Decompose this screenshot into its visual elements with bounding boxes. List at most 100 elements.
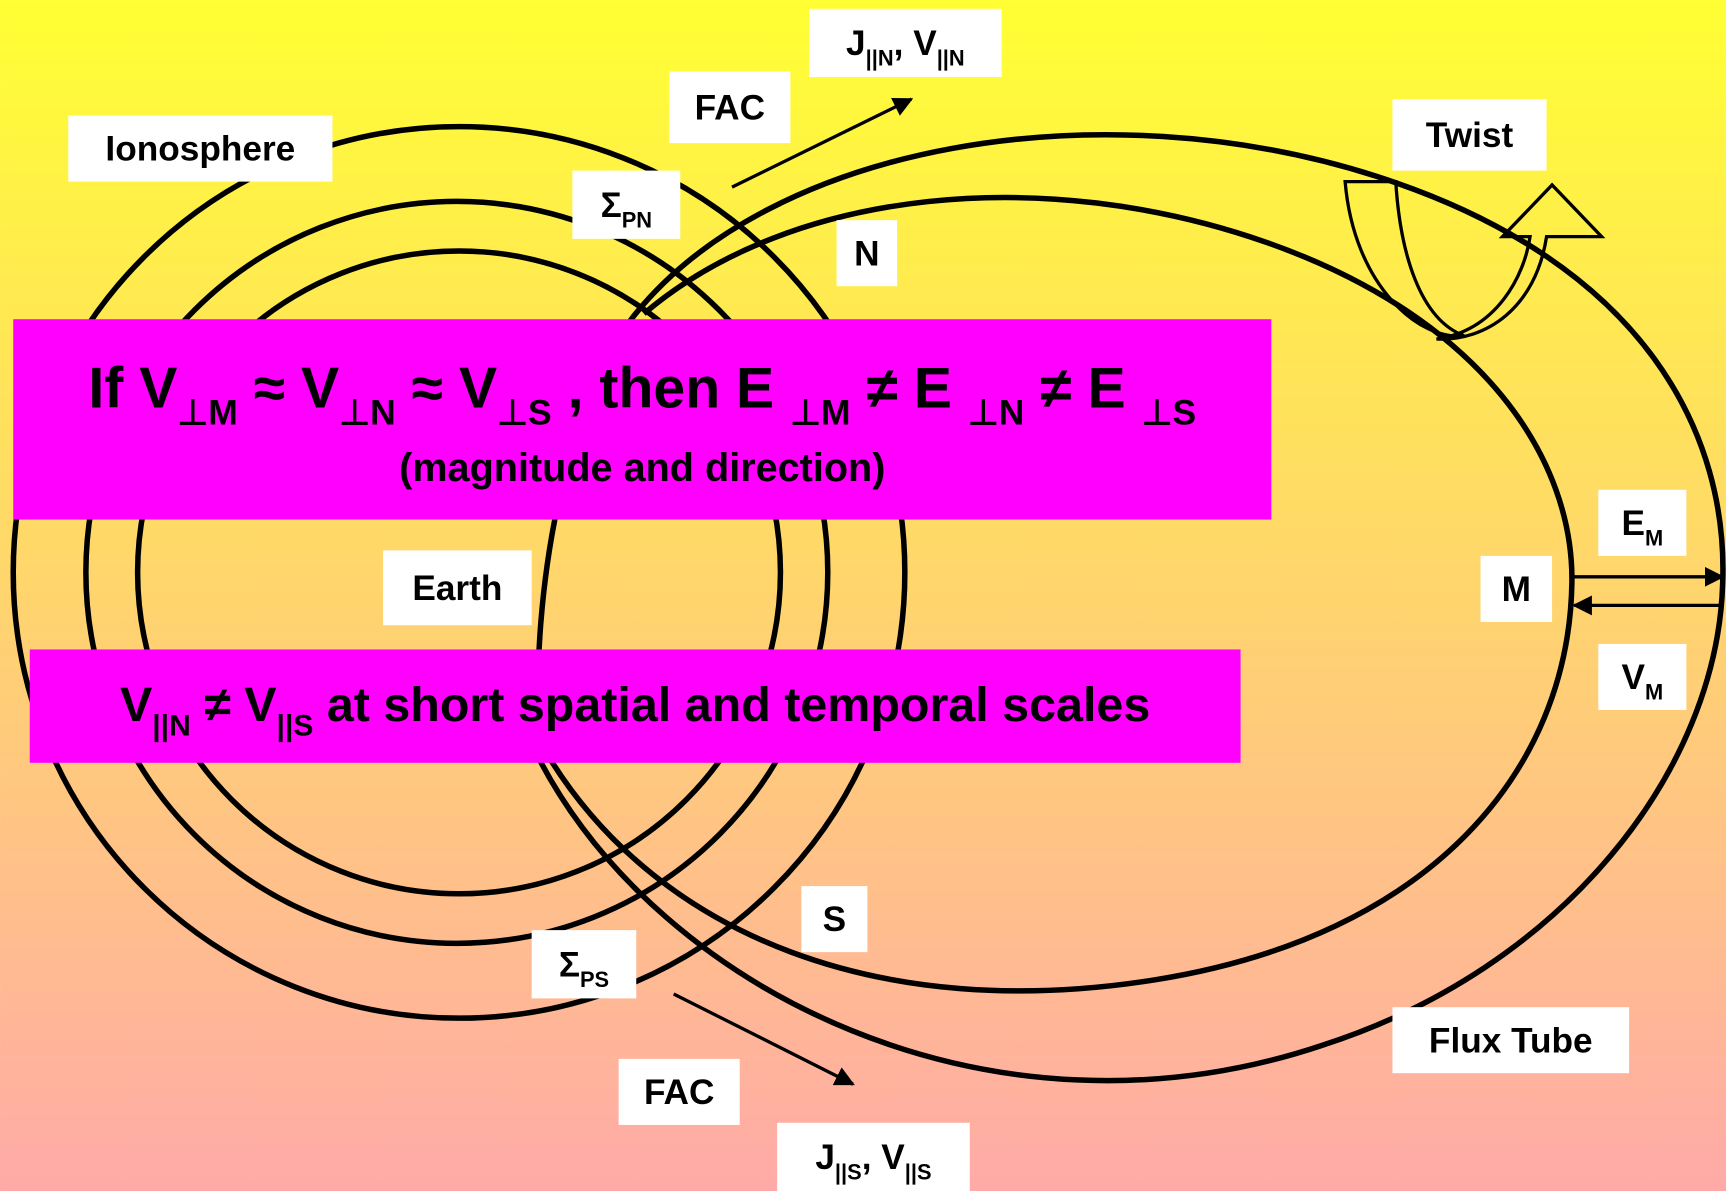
label: ΣPN — [572, 170, 681, 239]
subscript: M — [1645, 526, 1663, 551]
label-box — [1480, 555, 1553, 622]
label: Earth — [383, 550, 532, 626]
text-run: ≠ V — [191, 678, 277, 732]
label-box — [572, 170, 681, 239]
text-run: Earth — [412, 569, 502, 608]
label: M — [1480, 555, 1553, 622]
subscript: ⊥S — [497, 392, 552, 432]
label-text: M — [1502, 570, 1531, 609]
label: EM — [1598, 489, 1687, 556]
subscript: ⊥S — [1142, 392, 1197, 432]
banner-box — [29, 649, 1241, 763]
label-text: FAC — [644, 1073, 714, 1112]
label-box — [836, 220, 898, 287]
twist-arrows — [1343, 179, 1606, 341]
label-text: ΣPS — [559, 945, 609, 992]
text-run: , V — [862, 1138, 906, 1177]
label-box — [1598, 643, 1687, 710]
shell-middle — [83, 198, 831, 947]
label-text: FAC — [695, 88, 765, 127]
label-box — [531, 930, 637, 999]
arrows — [672, 97, 1725, 1086]
subscript: ⊥M — [790, 392, 850, 432]
subscript: ||S — [905, 1160, 932, 1185]
text-run: Σ — [559, 945, 580, 984]
label: ΣPS — [531, 930, 637, 999]
subscript: ||S — [277, 710, 314, 743]
text-run: M — [1502, 570, 1531, 609]
label-box — [68, 115, 333, 182]
label-box — [1598, 489, 1687, 556]
label: Ionosphere — [68, 115, 333, 182]
banner-text: (magnitude and direction) — [399, 446, 885, 490]
label-box — [809, 8, 1002, 78]
text-run: Ionosphere — [105, 130, 295, 169]
text-run: , V — [894, 24, 938, 63]
banner: If V⊥M ≈ V⊥N ≈ V⊥S , then E ⊥M ≠ E ⊥N ≠ … — [13, 319, 1272, 520]
label-text: Flux Tube — [1429, 1021, 1593, 1060]
label-text: Twist — [1426, 116, 1514, 155]
text-run: N — [854, 234, 879, 273]
subscript: M — [1645, 680, 1663, 705]
banner-box — [13, 319, 1272, 520]
shell-inner — [134, 248, 784, 897]
banner-text: If V⊥M ≈ V⊥N ≈ V⊥S , then E ⊥M ≠ E ⊥N ≠ … — [88, 356, 1196, 432]
text-run: J — [815, 1138, 835, 1177]
text-run: If V — [88, 356, 177, 420]
subscript: PS — [580, 967, 609, 992]
label-text: ΣPN — [601, 186, 652, 233]
twist-arrow-right — [1436, 182, 1606, 341]
subscript: ||S — [835, 1160, 862, 1185]
label: J||N, V||N — [809, 8, 1002, 78]
text-run: ≠ E — [1024, 356, 1141, 420]
text-run: ≠ E — [851, 356, 968, 420]
text-run: E — [1621, 504, 1644, 543]
label: VM — [1598, 643, 1687, 710]
text-run: FAC — [644, 1073, 714, 1112]
label-text: J||S, V||S — [815, 1138, 931, 1185]
label-box — [777, 1122, 970, 1191]
label-text: EM — [1621, 504, 1663, 551]
subscript: ⊥M — [177, 392, 237, 432]
fac-north-arrow — [731, 97, 914, 189]
label-text: S — [823, 900, 847, 939]
text-run: V — [1621, 658, 1645, 697]
text-run: , then E — [552, 356, 790, 420]
shell-outer — [10, 123, 908, 1021]
text-run: Σ — [601, 186, 622, 225]
text-run: V — [120, 678, 152, 732]
label-text: J||N, V||N — [846, 24, 965, 71]
text-run: (magnitude and direction) — [399, 446, 885, 490]
banner: V||N ≠ V||S at short spatial and tempora… — [29, 649, 1241, 763]
label-box — [1392, 1007, 1630, 1074]
label-box — [669, 71, 791, 144]
fac-south-arrow — [672, 992, 855, 1086]
label: J||S, V||S — [777, 1122, 970, 1191]
text-run: ≈ V — [238, 356, 339, 420]
text-run: FAC — [695, 88, 765, 127]
label-box — [1392, 99, 1547, 171]
subscript: ⊥N — [339, 392, 396, 432]
subscript: PN — [622, 207, 652, 232]
text-run: J — [846, 24, 866, 63]
subscript: ⊥N — [968, 392, 1025, 432]
text-run: at short spatial and temporal scales — [313, 678, 1150, 732]
label: Flux Tube — [1392, 1007, 1630, 1074]
label-text: Earth — [412, 569, 502, 608]
text-run: Flux Tube — [1429, 1021, 1593, 1060]
label: S — [801, 886, 868, 953]
text-run: ≈ V — [396, 356, 497, 420]
label-box — [618, 1058, 740, 1125]
label-box — [383, 550, 532, 626]
label-box — [801, 886, 868, 953]
label: Twist — [1392, 99, 1547, 171]
text-run: Twist — [1426, 116, 1514, 155]
label: N — [836, 220, 898, 287]
text-run: S — [823, 900, 847, 939]
label-text: Ionosphere — [105, 130, 295, 169]
flux-tube-inner — [548, 194, 1575, 994]
label: FAC — [669, 71, 791, 144]
banner-text: V||N ≠ V||S at short spatial and tempora… — [120, 678, 1150, 743]
subscript: ||N — [152, 710, 190, 743]
